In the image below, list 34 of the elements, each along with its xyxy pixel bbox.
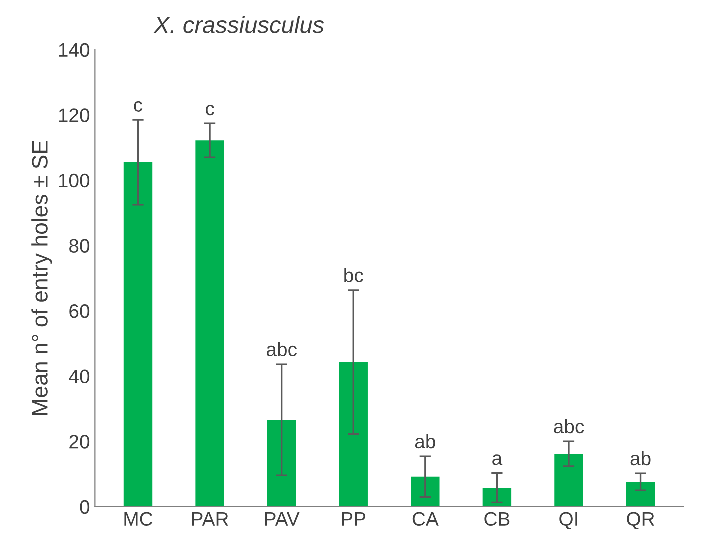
x-tick-label: QR [627, 512, 654, 530]
y-tick-label: 20 [70, 435, 90, 449]
bar [196, 140, 224, 507]
annotation: bc [344, 268, 364, 282]
y-tick-label: 60 [70, 304, 90, 318]
x-tick-label: PP [342, 512, 366, 526]
y-tick-label: 0 [80, 500, 90, 514]
y-axis-title: Mean n° of entry holes ± SE [32, 140, 52, 415]
bar [267, 420, 296, 507]
y-tick-label: 120 [59, 108, 90, 122]
annotation: a [492, 454, 503, 466]
bar [626, 482, 656, 507]
y-tick-label: 80 [70, 239, 90, 253]
annotation: abc [554, 419, 584, 434]
bar [411, 476, 440, 507]
x-tick-label: MC [124, 512, 153, 526]
annotation: c [206, 104, 214, 116]
bar [482, 488, 512, 507]
annotation: ab [630, 451, 651, 466]
x-tick-label: CA [412, 512, 439, 526]
annotation: c [134, 101, 143, 112]
annotation: abc [266, 342, 297, 357]
x-tick-label: CB [484, 512, 510, 526]
x-tick-label: PAR [192, 512, 228, 526]
bar [124, 162, 153, 507]
y-tick-label: 100 [59, 174, 90, 188]
y-tick-label: 140 [59, 43, 90, 58]
bar [339, 362, 368, 507]
chart-title: X. crassiusculus [154, 16, 324, 34]
annotation: ab [415, 434, 436, 449]
x-tick-label: PAV [265, 512, 300, 526]
y-tick-label: 40 [69, 370, 90, 384]
bar [554, 454, 584, 507]
x-tick-label: QI [560, 512, 578, 530]
